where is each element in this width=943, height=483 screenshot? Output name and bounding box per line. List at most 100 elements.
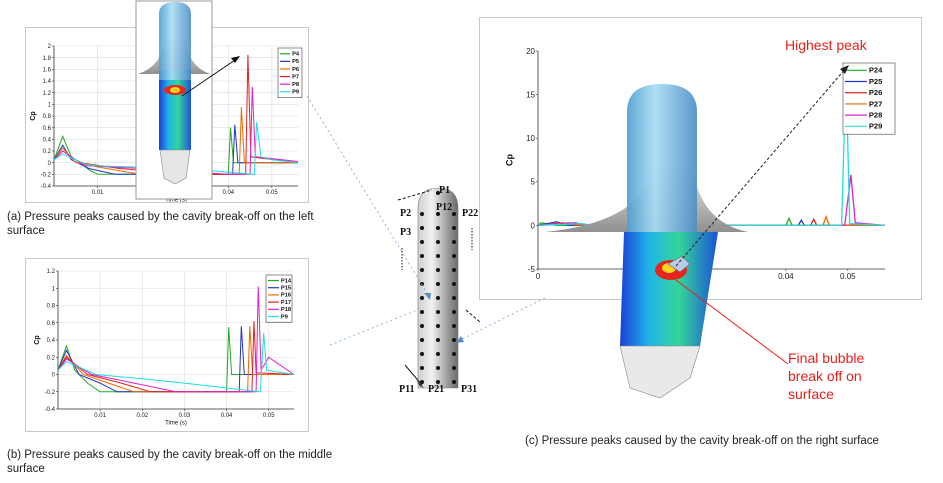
- chart-b-x-tick-label: 0.04: [221, 413, 233, 419]
- probe-dot: [436, 324, 440, 328]
- caption-c: (c) Pressure peaks caused by the cavity …: [525, 435, 879, 447]
- final-bubble-note: Final bubble break off on surface: [788, 350, 865, 402]
- probe-dot: [420, 296, 424, 300]
- probe-dot: [452, 254, 456, 258]
- chart-b-svg: -0.4 -0.2 0 0.2 0.4 0.6 0.8 1 1.2 0.01 0.02 0.03 0.0…: [34, 269, 295, 427]
- projectile-render-a: [135, 0, 213, 200]
- probe-dot: [420, 380, 424, 384]
- chart-a-y-tick-label: -0.2: [41, 172, 52, 178]
- probe-dot: [420, 324, 424, 328]
- chart-c-legend-label: P26: [869, 88, 883, 97]
- chart-c-series-line-p28: [537, 174, 886, 227]
- chart-b-y-tick-label: -0.4: [45, 407, 56, 413]
- probe-label-p2: P2: [400, 208, 412, 219]
- probe-dot: [420, 212, 424, 216]
- chart-a-series-line-p9: [53, 121, 299, 175]
- chart-b-y-label: Cp: [34, 335, 41, 344]
- chart-a-series-line-p5: [53, 124, 298, 175]
- probe-dot: [452, 282, 456, 286]
- chart-panel-b: -0.4 -0.2 0 0.2 0.4 0.6 0.8 1 1.2 0.01 0.02 0.03 0.0…: [25, 258, 309, 432]
- probe-dot: [452, 310, 456, 314]
- probe-dot: [452, 212, 456, 216]
- chart-b-x-tick-label: 0.02: [136, 413, 148, 419]
- probe-dot: [436, 254, 440, 258]
- chart-a-legend-label: P6: [292, 67, 299, 73]
- caption-b: (b) Pressure peaks caused by the cavity …: [7, 449, 333, 475]
- chart-a-y-label: Cp: [30, 111, 37, 120]
- chart-c-legend-label: P29: [869, 122, 883, 131]
- probe-dot: [436, 240, 440, 244]
- chart-b-legend: [265, 274, 293, 323]
- chart-a-y-tick-label: 1.4: [43, 79, 52, 85]
- chart-c-x-tick-label: 0.05: [840, 272, 856, 281]
- chart-a-legend-label: P7: [292, 74, 299, 80]
- probe-label-p1: P1: [439, 185, 451, 196]
- chart-b-legend-label: P14: [281, 278, 292, 284]
- chart-a-x-label: Time (s): [165, 198, 187, 202]
- chart-c-y-tick-label: 5: [531, 178, 536, 187]
- probe-dot: [420, 352, 424, 356]
- chart-c-legend-label: P27: [869, 99, 883, 108]
- chart-a-y-tick-label: -0.4: [41, 184, 52, 190]
- chart-b-x-tick-label: 0.03: [179, 413, 191, 419]
- chart-c-y-label: Cp: [504, 154, 514, 166]
- probe-label-p11: P11: [399, 384, 415, 395]
- probe-dot: [436, 366, 440, 370]
- chart-b-legend-label: P15: [281, 286, 291, 292]
- chart-c-series-line-p29: [537, 70, 886, 227]
- probe-dot: [420, 240, 424, 244]
- probe-dot: [436, 212, 440, 216]
- chart-b-y-tick-label: 0.8: [47, 304, 56, 310]
- chart-b-y-tick-label: 0.6: [47, 321, 56, 327]
- chart-a-y-tick-label: 1: [48, 102, 52, 108]
- chart-a-y-tick-label: 2: [48, 44, 52, 50]
- pointer-arrow-a: [181, 57, 239, 97]
- probe-body-sketch: [397, 187, 481, 389]
- probe-dot: [452, 324, 456, 328]
- chart-b-legend-label: P16: [281, 293, 291, 299]
- chart-a-y-tick-label: 1.2: [43, 91, 52, 97]
- chart-b-y-tick-label: -0.2: [45, 390, 56, 396]
- chart-c-y-tick-label: 15: [526, 90, 535, 99]
- chart-a-legend-label: P8: [292, 82, 299, 88]
- chart-a-legend-label: P5: [292, 59, 299, 65]
- chart-c-y-tick-label: 20: [526, 47, 535, 56]
- chart-c-x-tick-label: 0: [536, 272, 541, 281]
- probe-dot: [420, 268, 424, 272]
- chart-b-legend-label: P18: [281, 307, 291, 313]
- chart-a-legend: [277, 47, 303, 98]
- chart-b-legend-label: P9: [281, 314, 288, 320]
- chart-b-series-line-p9: [57, 333, 295, 393]
- probe-dot: [420, 254, 424, 258]
- probe-label-p31: P31: [461, 384, 478, 395]
- probe-dot: [452, 338, 456, 342]
- probe-dot: [452, 240, 456, 244]
- probe-dot: [436, 338, 440, 342]
- chart-a-series-line-p8: [53, 86, 299, 175]
- chart-a-series-line-p4: [53, 127, 298, 175]
- probe-dot: [436, 380, 440, 384]
- probe-dot: [420, 338, 424, 342]
- probe-dot: [452, 226, 456, 230]
- probe-dot: [436, 282, 440, 286]
- chart-b-y-tick-label: 1.2: [47, 269, 56, 275]
- chart-b-x-label: Time (s): [165, 421, 187, 427]
- chart-b-x-tick-label: 0.01: [94, 413, 106, 419]
- chart-a-x-tick-label: 0.01: [92, 190, 104, 196]
- chart-a-y-tick-label: 1.8: [43, 56, 52, 62]
- connector-c: [455, 297, 546, 343]
- chart-c-legend: [842, 62, 896, 135]
- probe-label-p12: P12: [436, 202, 453, 213]
- chart-a-y-tick-label: 0.8: [43, 114, 52, 120]
- chart-a-x-tick-label: 0.05: [266, 190, 278, 196]
- chart-b-y-tick-label: 0.2: [47, 355, 56, 361]
- probe-label-p21: P21: [428, 384, 445, 395]
- chart-b-series-line-p15: [57, 326, 294, 393]
- chart-c-y-tick-label: -5: [528, 265, 536, 274]
- bubble-callout-line: [675, 279, 789, 365]
- probe-label-p3: P3: [400, 227, 412, 238]
- chart-a-y-tick-label: 0.2: [43, 149, 52, 155]
- probe-dot: [420, 226, 424, 230]
